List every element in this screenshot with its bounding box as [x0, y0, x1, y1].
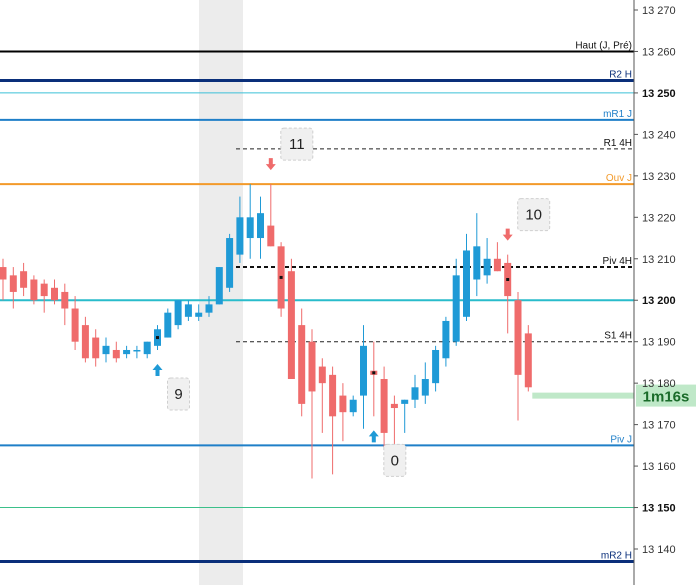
counter-badge: [517, 198, 551, 232]
axis-tick-label: 13 270: [642, 5, 676, 17]
axis-tick-label: 13 140: [642, 544, 676, 556]
candle-body: [215, 267, 223, 305]
candle-body: [164, 312, 172, 338]
up-arrow-icon: [368, 430, 379, 443]
candle-body: [81, 325, 89, 359]
current-price-marker: 1m16s: [532, 384, 696, 407]
candle-marker-dot: [372, 371, 376, 375]
candle-body: [246, 217, 254, 239]
candle-body: [20, 271, 28, 288]
axis-tick-label: 13 150: [642, 503, 676, 515]
candle-body: [318, 366, 326, 384]
current-price-badge: [636, 384, 696, 407]
axis-tick-label: 13 180: [642, 378, 676, 390]
candle-body: [514, 300, 522, 375]
down-arrow-icon: [502, 228, 513, 241]
axis-tick-label: 13 240: [642, 129, 676, 141]
price-axis: 13 270 13 260 13 250 13 240 13 230 13 220 13 2…: [634, 5, 676, 556]
counters: 11 9 0 10: [152, 127, 551, 477]
current-price-label: 1m16s: [643, 389, 690, 406]
candle-body: [524, 333, 532, 388]
axis-tick-label: 13 190: [642, 337, 676, 349]
candle-marker-dot: [156, 336, 159, 340]
candle-body: [30, 279, 38, 301]
candle-marker-dot: [506, 278, 510, 281]
axis-tick-label: 13 230: [642, 171, 676, 183]
level-label: mR2 H: [601, 550, 632, 561]
candle-body: [380, 379, 388, 433]
axis-tick-label: 13 200: [642, 295, 676, 307]
counter-label: 9: [174, 386, 182, 403]
candle-body: [267, 225, 275, 247]
candle-body: [9, 275, 17, 292]
axis-tick-label: 13 210: [642, 254, 676, 266]
candle-body: [40, 283, 48, 297]
axis-tick-label: 13 160: [642, 461, 676, 473]
candle-body: [112, 349, 120, 359]
up-arrow-icon: [152, 363, 163, 376]
counter-label: 10: [525, 207, 542, 224]
candle-body: [174, 300, 182, 326]
candle-body: [483, 258, 491, 276]
candle-body: [411, 387, 419, 400]
axis-tick-label: 13 220: [642, 212, 676, 224]
candle-body: [61, 291, 69, 309]
level-label: R1 4H: [604, 138, 632, 149]
level-label: mR1 J: [603, 109, 632, 120]
candle-body: [102, 345, 110, 355]
counter-label: 0: [391, 452, 399, 469]
level-lines: Haut (J, Pré) R2 H mR1 J R1 4H Ouv J Piv 4H S1…: [0, 40, 634, 563]
candle-body: [452, 275, 460, 342]
counter-label: 11: [289, 136, 305, 153]
counter-badge: [280, 127, 314, 161]
candle-body: [298, 325, 306, 404]
candle-body: [421, 379, 429, 396]
level-label: S1 4H: [604, 331, 632, 342]
level-label: Haut (J, Pré): [575, 40, 632, 51]
candle-body: [51, 287, 58, 301]
candle-body: [390, 403, 398, 409]
candle-body: [360, 345, 367, 396]
level-label: Piv 4H: [603, 256, 632, 267]
candle-body: [463, 250, 470, 317]
counter-badge: [383, 443, 407, 477]
candle-body: [308, 341, 316, 392]
candle-body: [226, 238, 234, 288]
candle-body: [329, 374, 337, 417]
candle-body: [133, 349, 141, 352]
candle-body: [143, 341, 151, 355]
candle-body: [257, 213, 264, 239]
candles: [0, 184, 532, 479]
level-label: Ouv J: [606, 173, 632, 184]
level-label: R2 H: [609, 69, 632, 80]
candle-body: [195, 312, 203, 317]
candle-body: [349, 399, 357, 413]
candle-body: [92, 337, 100, 359]
candle-body: [339, 395, 347, 413]
candle-body: [432, 349, 440, 384]
candle-body: [0, 267, 7, 280]
axis-tick-label: 13 260: [642, 46, 676, 58]
candle-body: [287, 271, 295, 380]
axis-tick-label: 13 250: [642, 88, 676, 100]
level-label: Piv J: [610, 434, 632, 445]
axis-tick-label: 13 170: [642, 420, 676, 432]
candle-body: [236, 217, 244, 255]
candle-marker-dot: [279, 275, 283, 279]
candle-body: [493, 258, 501, 272]
candle-body: [442, 320, 450, 359]
candle-body: [184, 304, 192, 317]
candle-body: [123, 349, 131, 355]
candle-body: [205, 304, 213, 313]
candle-body: [401, 399, 409, 404]
candle-body: [473, 246, 481, 280]
counter-badge: [167, 377, 190, 411]
down-arrow-icon: [265, 158, 276, 171]
candle-body: [71, 308, 79, 342]
